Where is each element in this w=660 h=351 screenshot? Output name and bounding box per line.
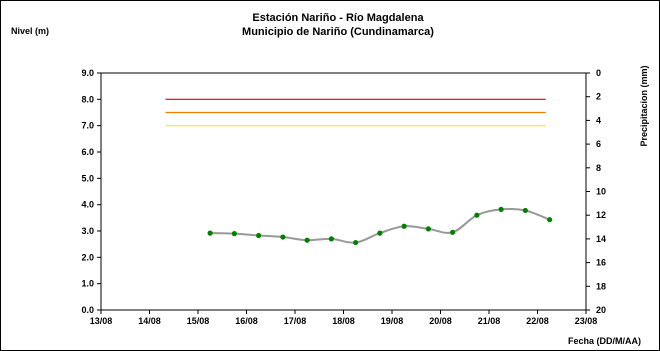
threshold-lines [165, 98, 546, 127]
y-tick-label: 3.0 [81, 226, 94, 236]
y2-tick-label: 2 [596, 92, 601, 102]
plot-area [100, 72, 587, 311]
data-point [231, 231, 237, 237]
x-tick-label: 13/08 [90, 316, 113, 326]
y-axis-label: Nivel (m) [11, 26, 49, 36]
y2-tick-label: 8 [596, 163, 601, 173]
y2-tick-label: 14 [596, 234, 606, 244]
data-point [450, 229, 456, 235]
axis-ticks: 13/08 14/08 15/08 16/08 17/08 18/08 19/08 20/08… [81, 68, 606, 326]
y2-tick-label: 16 [596, 258, 606, 268]
y-tick-label: 6.0 [81, 147, 94, 157]
y2-tick-label: 10 [596, 187, 606, 197]
data-point [425, 226, 431, 232]
y-tick-label: 1.0 [81, 279, 94, 289]
y2-axis-label: Precipitacion (mm) [639, 65, 649, 146]
data-point [207, 230, 213, 236]
data-point [256, 232, 262, 239]
y-tick-label: 4.0 [81, 200, 94, 210]
x-tick-label: 17/08 [284, 316, 307, 326]
series-line [210, 207, 550, 244]
data-point [547, 217, 553, 223]
y-tick-label: 0.0 [81, 305, 94, 315]
series-level [207, 206, 553, 246]
x-tick-label: 20/08 [429, 316, 452, 326]
y-tick-label: 5.0 [81, 173, 94, 183]
chart-subtitle: Municipio de Nariño (Cundinamarca) [242, 26, 434, 38]
y2-tick-label: 6 [596, 139, 601, 149]
y2-tick-label: 0 [596, 68, 601, 78]
y-tick-label: 2.0 [81, 252, 94, 262]
data-point [522, 207, 528, 214]
y2-tick-label: 4 [596, 115, 601, 125]
y2-tick-label: 18 [596, 281, 606, 291]
data-point [328, 236, 334, 242]
x-tick-label: 15/08 [187, 316, 210, 326]
x-tick-label: 19/08 [381, 316, 404, 326]
x-tick-label: 18/08 [332, 316, 355, 326]
x-axis-label: Fecha (DD/M/AA) [568, 336, 641, 346]
x-tick-label: 14/08 [138, 316, 161, 326]
data-point [304, 237, 310, 243]
data-point [401, 223, 407, 229]
data-point [280, 234, 286, 240]
x-tick-label: 23/08 [575, 316, 598, 326]
chart-title: Estación Nariño - Río Magdalena [252, 12, 424, 24]
x-tick-label: 21/08 [478, 316, 501, 326]
data-point [353, 239, 359, 246]
y2-tick-label: 20 [596, 305, 606, 315]
data-point [498, 206, 504, 213]
data-point [474, 212, 480, 218]
data-point [377, 230, 383, 236]
x-tick-label: 16/08 [235, 316, 258, 326]
y-tick-label: 7.0 [81, 121, 94, 131]
y-tick-label: 9.0 [81, 68, 94, 78]
y-tick-label: 8.0 [81, 94, 94, 104]
x-tick-label: 22/08 [526, 316, 549, 326]
y2-tick-label: 12 [596, 210, 606, 220]
